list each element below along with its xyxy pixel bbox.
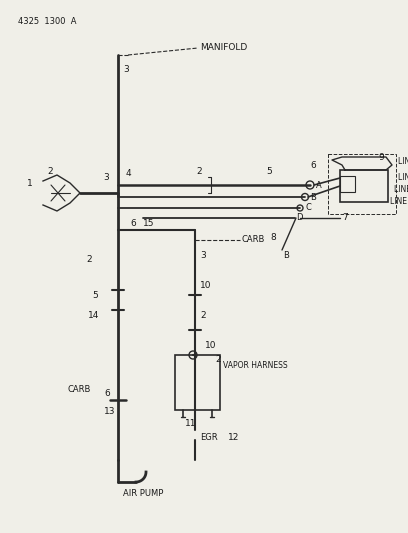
Text: LINE C: LINE C <box>394 185 408 195</box>
Text: B: B <box>310 192 316 201</box>
Text: 2: 2 <box>86 255 92 264</box>
Text: B: B <box>283 251 289 260</box>
Text: 14: 14 <box>88 311 100 319</box>
Text: 1: 1 <box>27 179 33 188</box>
Text: LINE A: LINE A <box>398 157 408 166</box>
Bar <box>340 176 355 192</box>
Text: 7: 7 <box>342 214 348 222</box>
Text: 4325  1300  A: 4325 1300 A <box>18 18 77 27</box>
Text: CARB: CARB <box>68 385 91 394</box>
Text: 6: 6 <box>104 389 110 398</box>
Text: LINE D: LINE D <box>390 198 408 206</box>
Text: MANIFOLD: MANIFOLD <box>200 43 247 52</box>
Bar <box>328 154 396 214</box>
Bar <box>175 355 220 410</box>
Text: 11: 11 <box>185 418 197 427</box>
Text: 2: 2 <box>47 166 53 175</box>
Text: D: D <box>296 214 302 222</box>
Text: 3: 3 <box>103 174 109 182</box>
Text: 4: 4 <box>126 168 132 177</box>
Text: 9: 9 <box>378 154 384 163</box>
Text: 10: 10 <box>200 280 211 289</box>
Text: 2: 2 <box>196 166 202 175</box>
Text: 13: 13 <box>104 408 115 416</box>
Text: 5: 5 <box>92 290 98 300</box>
Text: 12: 12 <box>228 432 239 441</box>
Text: 3: 3 <box>200 251 206 260</box>
Text: A: A <box>316 181 322 190</box>
Text: CARB: CARB <box>242 236 265 245</box>
Text: EGR: EGR <box>200 432 217 441</box>
Text: VAPOR HARNESS: VAPOR HARNESS <box>223 360 288 369</box>
Text: 10: 10 <box>205 341 217 350</box>
Text: 6: 6 <box>130 219 136 228</box>
Text: 3: 3 <box>123 66 129 75</box>
Text: 6: 6 <box>310 160 316 169</box>
Text: 15: 15 <box>143 219 155 228</box>
Text: C: C <box>305 204 311 213</box>
Text: AIR PUMP: AIR PUMP <box>123 489 163 498</box>
Bar <box>340 170 388 202</box>
Text: 2: 2 <box>215 356 221 365</box>
Text: 5: 5 <box>266 166 272 175</box>
Text: 2: 2 <box>200 311 206 319</box>
Text: 8: 8 <box>270 233 276 243</box>
Text: LINE B: LINE B <box>398 174 408 182</box>
